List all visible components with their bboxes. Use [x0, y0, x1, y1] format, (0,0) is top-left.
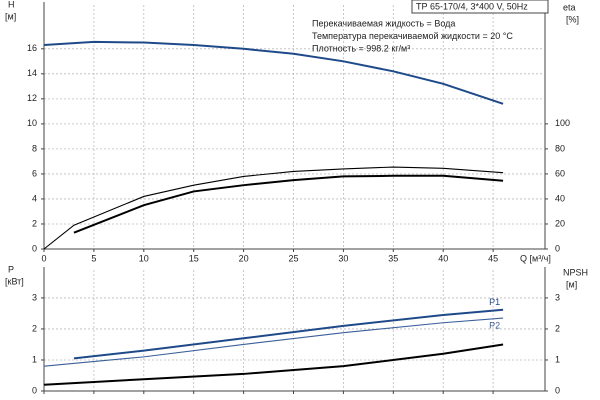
y-tick-label: 3 — [32, 292, 37, 302]
y-tick-label: 2 — [32, 218, 37, 228]
curve — [43, 40, 504, 105]
y2-tick-label: 60 — [555, 168, 565, 178]
y-axis-unit: [м] — [5, 11, 16, 21]
y2-tick-label: 40 — [555, 193, 565, 203]
y-tick-label: 0 — [32, 385, 37, 395]
y2-axis-label: NPSH — [563, 267, 588, 277]
y2-tick-label: 0 — [555, 385, 560, 395]
annotation: Плотность = 998.2 кг/м³ — [312, 43, 410, 53]
curve — [43, 166, 504, 250]
annotation: Температура перекачиваемой жидкости = 20… — [312, 31, 513, 41]
x-tick-label: 20 — [239, 253, 249, 263]
x-tick-label: 25 — [288, 253, 298, 263]
x-tick-label: 15 — [189, 253, 199, 263]
x-tick-label: 0 — [41, 253, 46, 263]
x-tick-label: 30 — [338, 253, 348, 263]
curve — [43, 317, 504, 367]
y-tick-label: 10 — [27, 118, 37, 128]
y-axis-label: P — [8, 264, 14, 274]
x-tick-label: 45 — [488, 253, 498, 263]
x-axis-label: Q [м³/ч] — [520, 253, 551, 263]
curve — [73, 308, 504, 360]
y-axis-unit: [кВт] — [5, 276, 24, 286]
y2-tick-label: 0 — [555, 243, 560, 253]
y-tick-label: 12 — [27, 93, 37, 103]
y2-tick-label: 80 — [555, 143, 565, 153]
y2-tick-label: 1 — [555, 354, 560, 364]
y2-tick-label: 2 — [555, 323, 560, 333]
y2-tick-label: 100 — [555, 118, 570, 128]
x-tick-label: 35 — [388, 253, 398, 263]
y-tick-label: 16 — [27, 43, 37, 53]
y2-tick-label: 20 — [555, 218, 565, 228]
curve — [73, 174, 504, 234]
y-axis-label: H — [8, 0, 15, 9]
y2-axis-unit: [%] — [566, 14, 579, 24]
y-tick-label: 0 — [32, 243, 37, 253]
y-tick-label: 6 — [32, 168, 37, 178]
y-tick-label: 14 — [27, 68, 37, 78]
curve-label: P2 — [489, 320, 500, 330]
y2-axis-label: eta — [563, 2, 576, 12]
x-tick-label: 10 — [139, 253, 149, 263]
y2-tick-label: 3 — [555, 292, 560, 302]
y-tick-label: 1 — [32, 354, 37, 364]
y-tick-label: 4 — [32, 193, 37, 203]
curve-label: P1 — [489, 297, 500, 307]
y-tick-label: 8 — [32, 143, 37, 153]
x-tick-label: 5 — [91, 253, 96, 263]
y2-axis-unit: [м] — [566, 279, 577, 289]
x-tick-label: 40 — [438, 253, 448, 263]
y-tick-label: 2 — [32, 323, 37, 333]
header-box — [411, 0, 549, 14]
header: ТР 65-170/4, 3*400 V, 50Hz — [416, 1, 528, 11]
curve — [43, 343, 504, 386]
annotation: Перекачиваемая жидкость = Вода — [312, 18, 455, 28]
